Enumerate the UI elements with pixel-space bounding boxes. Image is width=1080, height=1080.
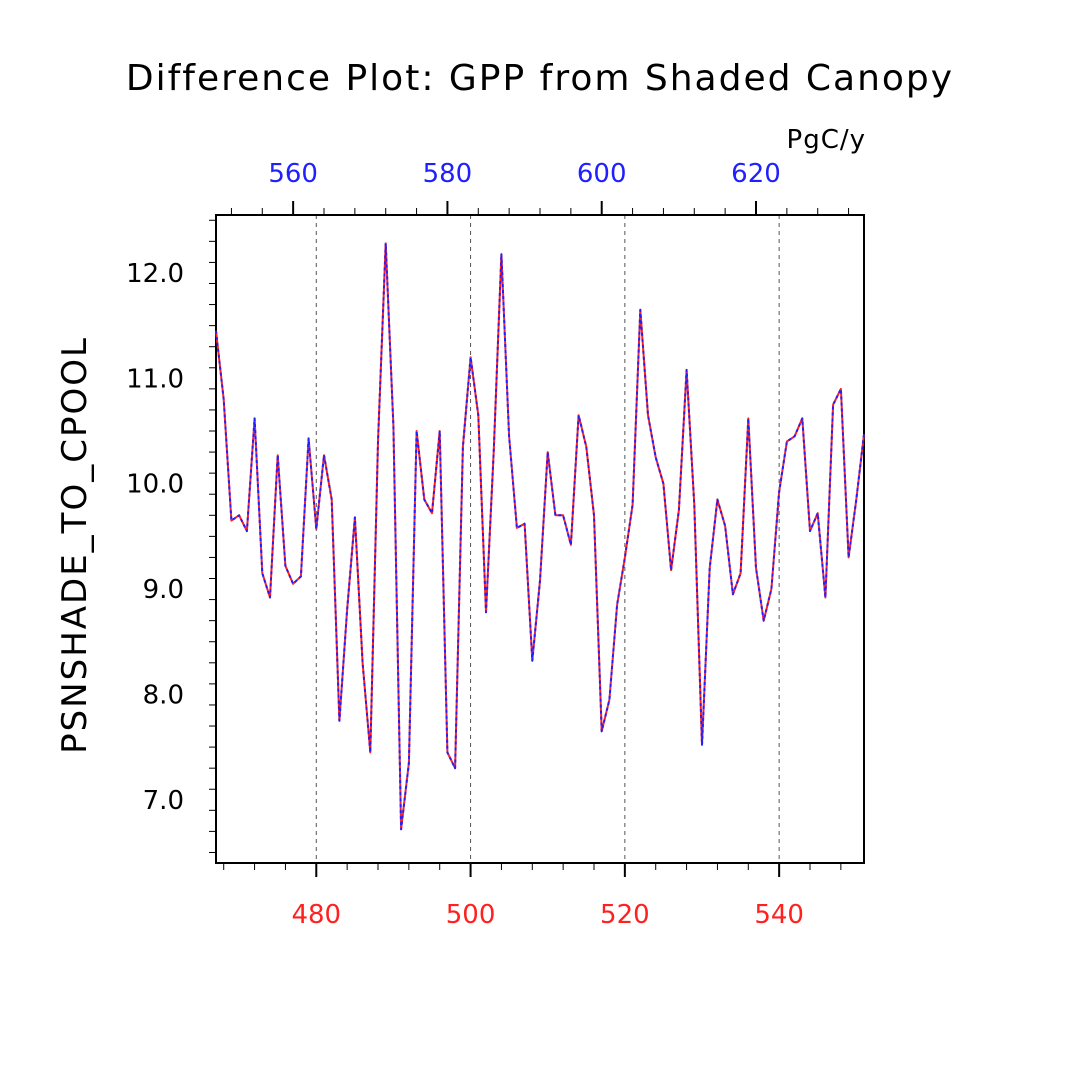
y-tick-label: 9.0 (143, 575, 184, 605)
x-top-tick-label: 620 (731, 159, 781, 189)
x-top-tick-label: 560 (268, 159, 318, 189)
x-top-tick-label: 580 (423, 159, 473, 189)
y-tick-label: 12.0 (126, 259, 184, 289)
chart-title: Difference Plot: GPP from Shaded Canopy (126, 58, 954, 99)
axes (209, 201, 865, 877)
y-tick-label: 7.0 (143, 786, 184, 816)
grid-lines (315, 215, 780, 863)
x-bottom-tick-label: 520 (600, 900, 650, 930)
series-line-blue (215, 242, 865, 831)
y-axis-label: PSNSHADE_TO_CPOOL (55, 336, 95, 754)
y-tick-label: 8.0 (143, 680, 184, 710)
series-line-red (215, 242, 865, 831)
x-bottom-tick-label: 540 (754, 900, 804, 930)
series-lines (215, 242, 865, 831)
y-tick-label: 10.0 (126, 470, 184, 500)
tick-labels: 7.0 8.0 9.0 10.0 11.0 12.0 480 500 520 540 560 580 6… (126, 159, 804, 930)
plot-frame (215, 214, 865, 864)
x-top-tick-label: 600 (577, 159, 627, 189)
y-tick-label: 11.0 (126, 364, 184, 394)
units-label: PgC/y (787, 125, 866, 155)
x-bottom-tick-label: 480 (291, 900, 341, 930)
x-bottom-tick-label: 500 (446, 900, 496, 930)
